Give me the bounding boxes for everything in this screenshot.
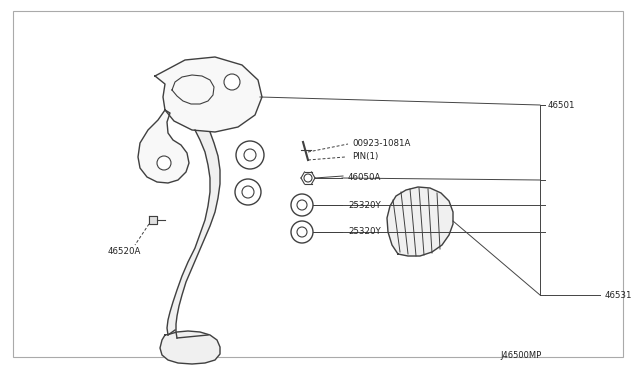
Text: 25320Y: 25320Y xyxy=(348,228,381,237)
Polygon shape xyxy=(167,130,220,338)
Polygon shape xyxy=(149,216,157,224)
Text: 46520A: 46520A xyxy=(108,247,141,257)
Polygon shape xyxy=(387,187,453,256)
Circle shape xyxy=(157,156,171,170)
Text: 46531: 46531 xyxy=(605,291,632,299)
Polygon shape xyxy=(155,57,262,132)
Text: J46500MP: J46500MP xyxy=(500,350,541,359)
Text: 25320Y: 25320Y xyxy=(348,201,381,209)
Polygon shape xyxy=(160,331,220,364)
Text: 46050A: 46050A xyxy=(348,173,381,183)
Circle shape xyxy=(236,141,264,169)
Polygon shape xyxy=(138,110,189,183)
Circle shape xyxy=(244,149,256,161)
Text: 00923-1081A: 00923-1081A xyxy=(352,138,410,148)
Circle shape xyxy=(242,186,254,198)
Text: PIN(1): PIN(1) xyxy=(352,151,378,160)
Circle shape xyxy=(291,194,313,216)
Circle shape xyxy=(291,221,313,243)
Circle shape xyxy=(235,179,261,205)
Circle shape xyxy=(224,74,240,90)
Text: 46501: 46501 xyxy=(548,100,575,109)
